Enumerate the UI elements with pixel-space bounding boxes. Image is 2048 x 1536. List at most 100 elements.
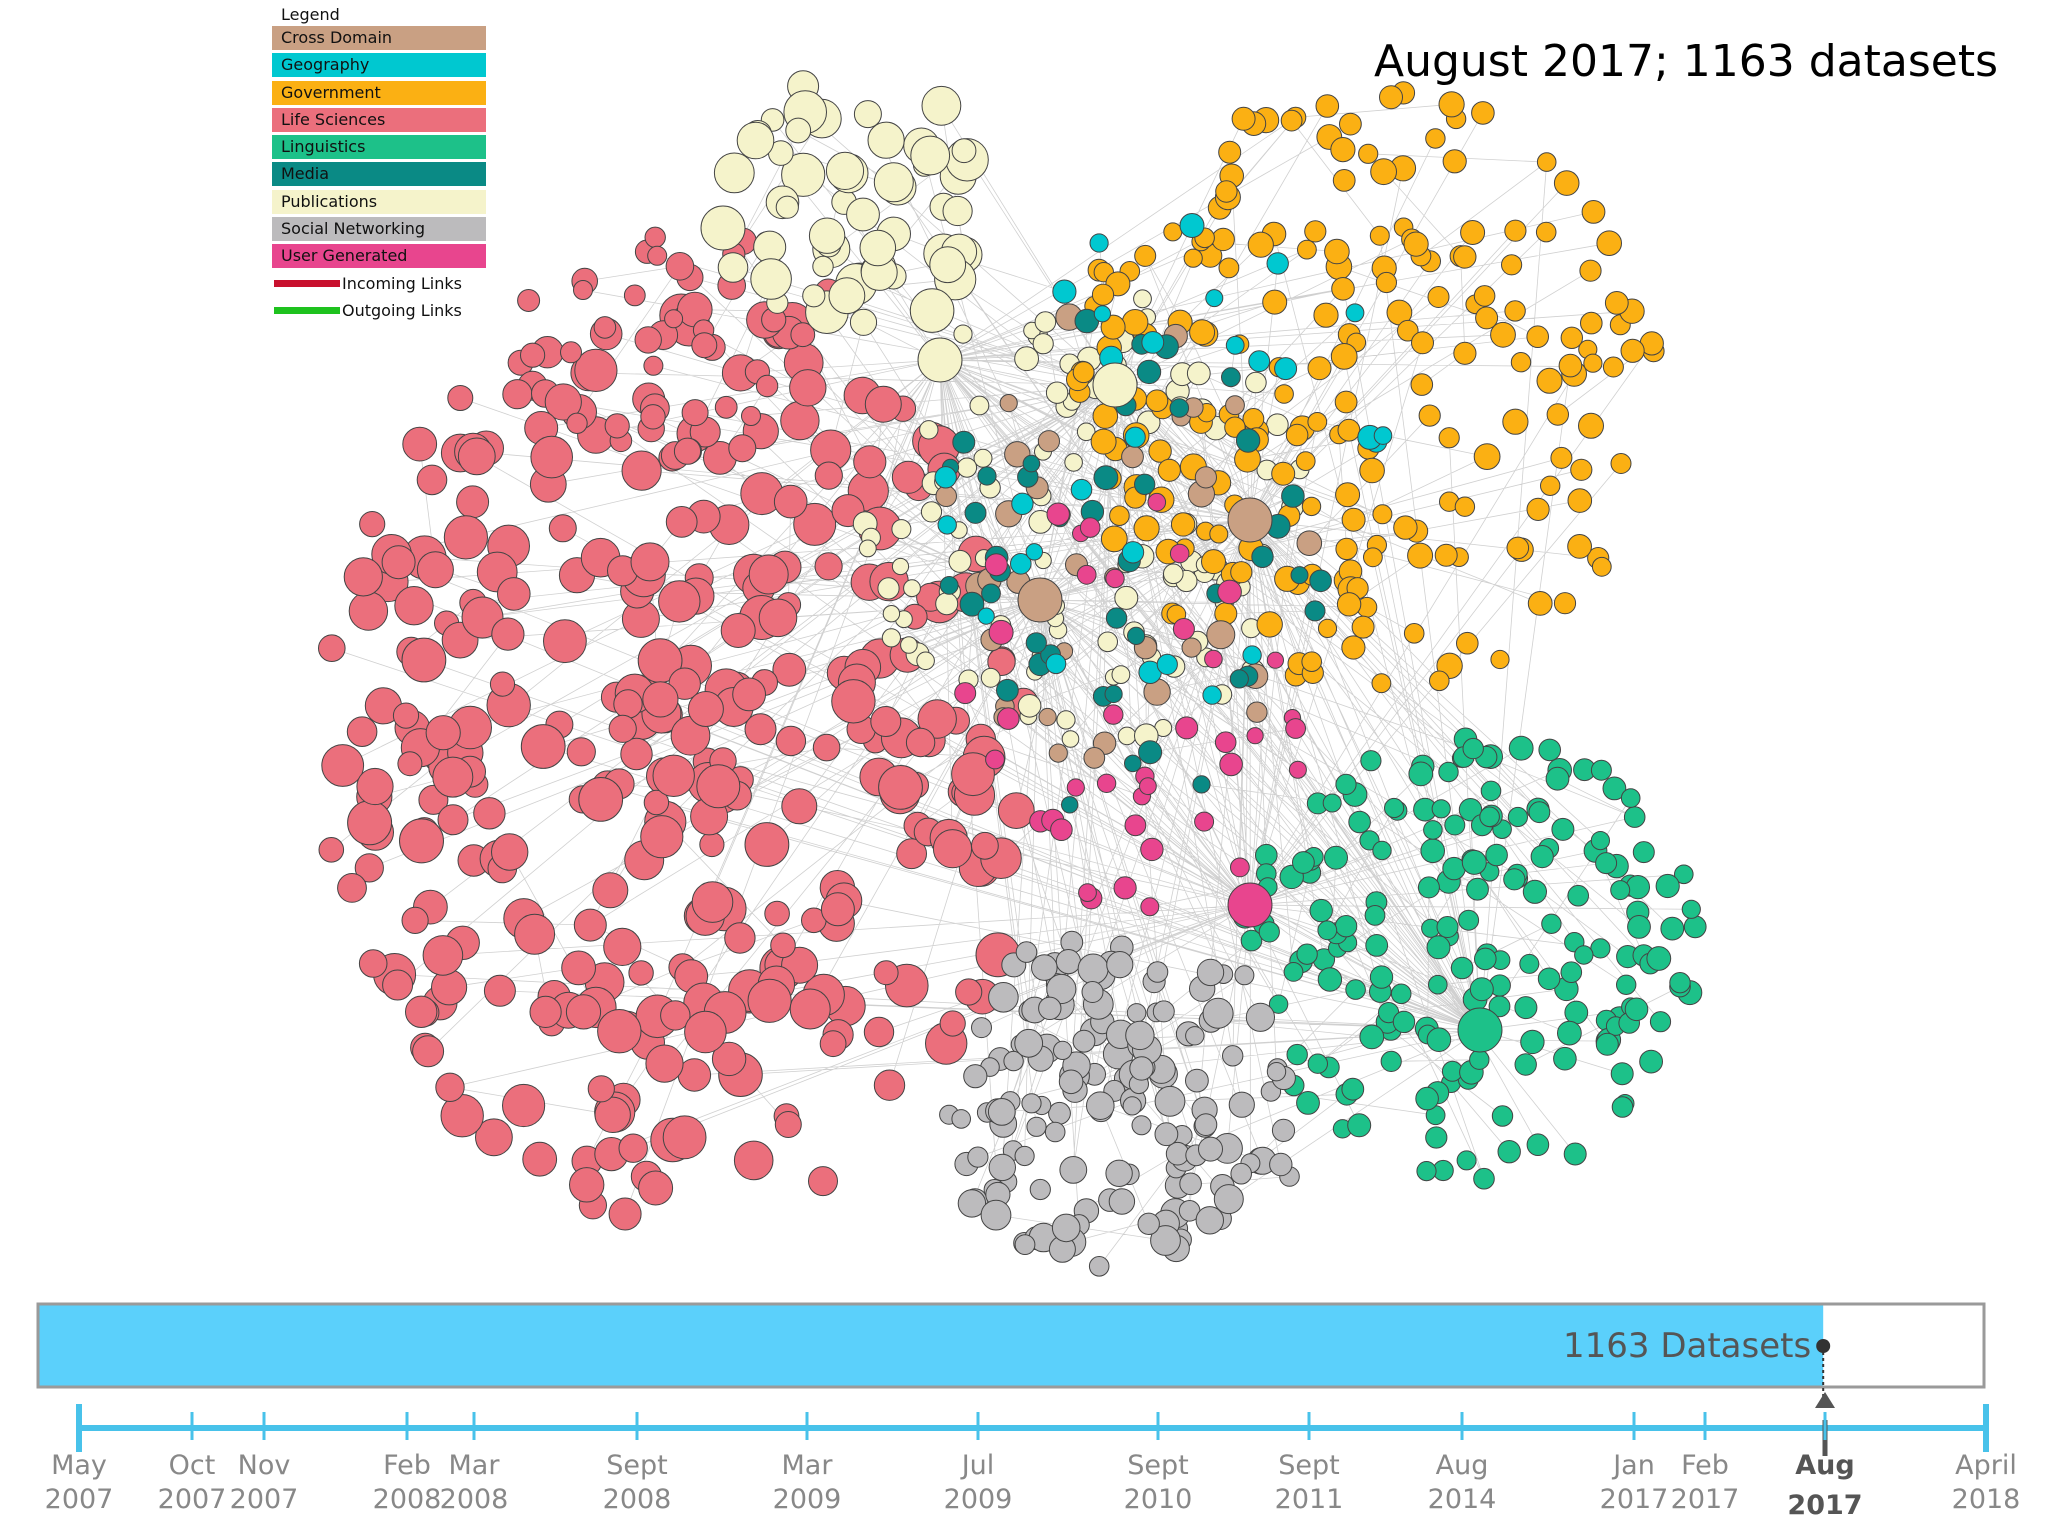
dataset-node-government <box>1453 245 1477 269</box>
timeline-month-label: Jan <box>1611 1450 1655 1481</box>
dataset-node-government <box>1490 321 1516 348</box>
dataset-node-government <box>1407 542 1434 569</box>
dataset-node-life-sciences <box>764 900 790 927</box>
dataset-node-life-sciences <box>491 617 525 651</box>
dataset-node-publications <box>916 651 935 671</box>
dataset-node-user-generated <box>1076 564 1097 585</box>
dataset-node-life-sciences <box>758 598 798 638</box>
timeline-year-label: 2017 <box>1671 1484 1740 1515</box>
dataset-node-government <box>1369 225 1390 246</box>
dataset-node-life-sciences <box>642 681 679 718</box>
dataset-node-life-sciences <box>397 751 423 777</box>
dataset-node-geography <box>1202 685 1222 705</box>
dataset-node-government <box>1473 443 1501 471</box>
dataset-node-publications <box>717 252 749 283</box>
dataset-node-government <box>1215 180 1238 203</box>
dataset-node-life-sciences <box>437 804 469 836</box>
dataset-node-life-sciences <box>392 702 420 729</box>
dataset-node-social-networking <box>1154 1085 1186 1117</box>
dataset-node-life-sciences <box>640 815 684 859</box>
dataset-node-linguistics <box>1458 909 1480 931</box>
dataset-node-publications <box>867 121 905 159</box>
dataset-node-social-networking <box>1044 1121 1066 1143</box>
timeline-month-label: Sept <box>1127 1450 1188 1481</box>
dataset-node-publications <box>785 117 812 144</box>
dataset-node-social-networking <box>1146 961 1169 983</box>
dataset-node-government <box>1403 231 1429 257</box>
dataset-node-social-networking <box>1014 1234 1036 1255</box>
dataset-node-social-networking <box>1053 1040 1073 1061</box>
dataset-node-government <box>1090 428 1117 455</box>
hub-node <box>1017 577 1063 623</box>
timeline-year-label: 2008 <box>373 1484 442 1515</box>
dataset-node-linguistics <box>1348 810 1371 834</box>
dataset-node-linguistics <box>1639 1049 1663 1074</box>
dataset-node-life-sciences <box>382 969 414 1001</box>
legend-item-social-networking: Social Networking <box>272 217 486 242</box>
dataset-node-life-sciences <box>593 316 617 339</box>
dataset-node-government <box>1133 515 1160 542</box>
dataset-node-linguistics <box>1324 845 1348 870</box>
dataset-node-cross-domain <box>1206 620 1236 650</box>
dataset-node-user-generated <box>1139 777 1157 796</box>
dataset-node-geography <box>1093 305 1112 323</box>
dataset-node-publications <box>881 628 902 648</box>
dataset-node-life-sciences <box>741 406 761 426</box>
dataset-node-social-networking <box>988 1153 1016 1182</box>
dataset-node-media <box>1169 398 1190 418</box>
dataset-node-user-generated <box>1113 876 1137 900</box>
dataset-node-linguistics <box>1611 1096 1634 1118</box>
dataset-node-life-sciences <box>691 881 734 923</box>
dataset-node-government <box>1280 109 1303 132</box>
dataset-node-life-sciences <box>560 341 582 364</box>
dataset-node-government <box>1546 403 1570 426</box>
dataset-node-geography <box>1025 543 1044 561</box>
dataset-node-linguistics <box>1508 735 1534 761</box>
timeline-year-label: 2007 <box>230 1484 299 1515</box>
dataset-node-linguistics <box>1616 974 1637 995</box>
dataset-node-life-sciences <box>573 908 607 942</box>
dataset-node-life-sciences <box>544 383 582 421</box>
dataset-node-government <box>1307 356 1332 381</box>
dataset-node-government <box>1358 143 1379 164</box>
dataset-node-life-sciences <box>711 1041 747 1077</box>
dataset-node-life-sciences <box>574 348 618 392</box>
dataset-node-geography <box>1248 350 1271 373</box>
dataset-node-linguistics <box>1514 1053 1537 1076</box>
dataset-node-government <box>1610 453 1632 474</box>
dataset-node-linguistics <box>1408 761 1434 787</box>
dataset-node-user-generated <box>1204 649 1223 669</box>
dataset-node-media <box>1290 566 1309 585</box>
dataset-node-user-generated <box>1147 492 1167 512</box>
dataset-node-user-generated <box>1103 704 1124 725</box>
dataset-node-social-networking <box>1058 1069 1084 1095</box>
timeline-month-label: May <box>51 1450 107 1481</box>
legend-title: Legend <box>281 5 340 24</box>
legend-item-life-sciences: Life Sciences <box>272 107 486 132</box>
dataset-node-linguistics <box>1655 873 1680 899</box>
dataset-node-life-sciences <box>354 853 384 883</box>
dataset-node-life-sciences <box>561 950 596 986</box>
dataset-node-linguistics <box>1390 983 1412 1005</box>
dataset-node-government <box>1334 390 1358 414</box>
dataset-node-cross-domain <box>1037 430 1061 453</box>
dataset-node-linguistics <box>1347 1113 1372 1138</box>
dataset-node-government <box>1434 543 1458 567</box>
dataset-node-life-sciences <box>435 1072 465 1103</box>
dataset-node-social-networking <box>980 1199 1012 1231</box>
dataset-node-linguistics <box>1595 852 1618 875</box>
dataset-node-life-sciences <box>594 1096 631 1134</box>
dataset-node-life-sciences <box>578 777 624 822</box>
dataset-node-life-sciences <box>321 744 365 787</box>
dataset-node-government <box>1341 635 1366 660</box>
dataset-count-label: 1163 Datasets <box>1563 1326 1811 1366</box>
legend-item-government: Government <box>272 80 486 105</box>
dataset-node-government <box>1183 248 1203 268</box>
dataset-node-publications <box>1061 730 1080 748</box>
dataset-node-user-generated <box>1175 716 1199 740</box>
dataset-node-life-sciences <box>873 960 899 986</box>
dataset-node-government <box>1307 412 1328 432</box>
dataset-node-government <box>1526 325 1549 349</box>
dataset-node-government <box>1072 361 1095 384</box>
dataset-node-life-sciences <box>733 1140 774 1181</box>
